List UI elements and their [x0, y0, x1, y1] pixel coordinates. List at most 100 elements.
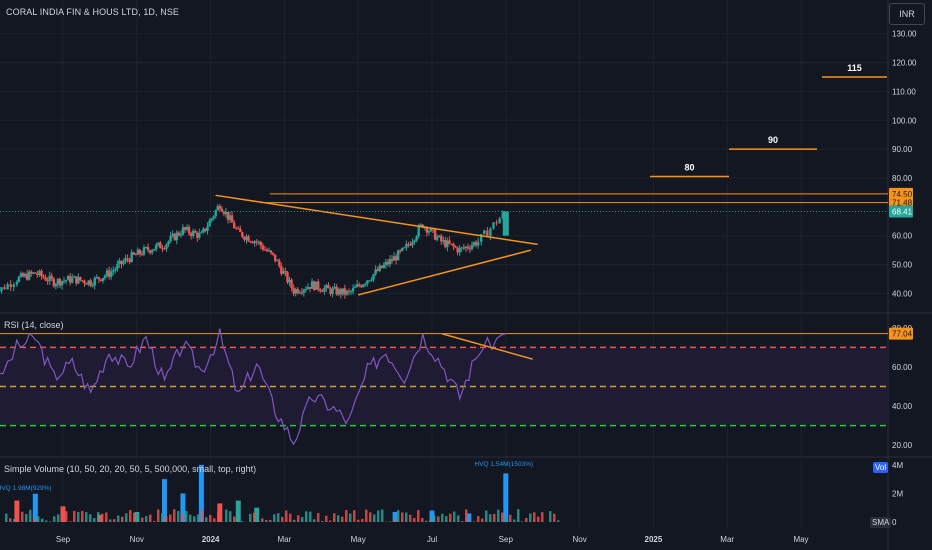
candle-body: [226, 212, 230, 220]
volume-bar-small: [305, 511, 308, 522]
volume-bar-small: [361, 518, 364, 522]
candle-body: [388, 259, 392, 265]
volume-bar-small: [117, 515, 120, 522]
candle-body: [218, 206, 222, 209]
rsi-tick-label: 40.00: [892, 402, 913, 411]
volume-bar-small: [313, 519, 316, 522]
candle-body: [77, 276, 80, 284]
currency-selector[interactable]: INR: [889, 3, 925, 25]
candle-body: [206, 226, 209, 232]
volume-bar: [134, 512, 140, 522]
x-tick-label: 2025: [645, 535, 663, 544]
candle-body: [56, 279, 60, 285]
candle-body: [58, 279, 62, 286]
volume-bar-small: [417, 509, 420, 522]
candle-body: [91, 285, 94, 287]
price-tick-label: 50.00: [892, 261, 913, 270]
volume-bar-small: [529, 513, 532, 522]
volume-bar-small: [325, 515, 328, 522]
volume-bar-small: [193, 516, 196, 522]
candle-body: [210, 218, 213, 221]
volume-bar: [466, 513, 472, 522]
rsi-trendline: [441, 333, 533, 360]
candle-body: [136, 249, 140, 255]
candle-body: [220, 208, 224, 212]
candle-body: [251, 241, 254, 244]
candle-body: [407, 244, 410, 246]
volume-bar-small: [377, 510, 380, 522]
candle-body: [280, 265, 283, 274]
candle-body: [198, 232, 201, 238]
vol-badge[interactable]: Vol: [873, 462, 889, 473]
volume-bar: [180, 493, 186, 522]
candle-body: [396, 250, 400, 261]
candle-body: [60, 281, 64, 286]
candle-body: [138, 249, 142, 255]
candle-body: [374, 269, 377, 275]
x-tick-label: May: [793, 535, 808, 544]
volume-tick-label: 0: [892, 518, 897, 527]
candle-body: [343, 288, 347, 295]
target-label: 115: [847, 63, 862, 73]
candle-body: [259, 241, 263, 246]
candle-body: [118, 260, 121, 265]
candle-body: [470, 245, 474, 250]
candle-body: [66, 276, 70, 281]
lower-trendline: [358, 249, 531, 296]
candle-body: [122, 261, 125, 265]
candle-body: [146, 247, 150, 251]
rsi-line: [0, 328, 506, 446]
volume-bar-small: [437, 516, 440, 522]
candle-body: [271, 252, 275, 255]
candle-body: [384, 261, 388, 265]
volume-bar-small: [161, 513, 164, 522]
volume-bar-small: [61, 512, 64, 522]
candle-body: [237, 228, 240, 230]
candle-body: [427, 231, 431, 233]
candle-body: [54, 284, 58, 287]
candle-body: [349, 291, 353, 293]
level-badge-71: 71.48: [892, 199, 913, 208]
candle-body: [17, 276, 21, 282]
candle-body: [474, 242, 478, 246]
last-candle: [502, 211, 509, 236]
candle-body: [495, 222, 498, 224]
candle-body: [109, 271, 113, 277]
candle-body: [454, 246, 457, 248]
candle-body: [161, 248, 164, 250]
sma-badge[interactable]: SMA: [870, 517, 892, 528]
volume-bar-small: [129, 510, 132, 522]
volume-bar-small: [45, 520, 48, 522]
candle-body: [124, 258, 127, 262]
candle-body: [0, 287, 3, 292]
volume-bar-small: [217, 512, 220, 522]
candle-body: [181, 227, 185, 235]
volume-bar-small: [69, 521, 72, 522]
volume-bar-small: [461, 521, 464, 522]
candle-body: [89, 280, 92, 286]
candle-body: [34, 272, 37, 274]
candle-body: [212, 216, 215, 219]
candle-body: [269, 250, 273, 253]
volume-annotation: HVQ 1.54M(1503%): [475, 461, 534, 468]
candle-body: [116, 264, 119, 270]
candle-body: [93, 277, 96, 286]
volume-bar-small: [77, 511, 80, 522]
candle-body: [42, 276, 45, 278]
candle-body: [450, 243, 453, 245]
candle-body: [317, 281, 320, 290]
volume-bar-small: [49, 521, 52, 522]
volume-bar-small: [349, 513, 352, 522]
volume-bar: [198, 464, 204, 522]
candle-body: [323, 288, 326, 292]
candle-body: [263, 249, 267, 251]
candle-body: [130, 252, 133, 262]
candle-body: [81, 280, 84, 282]
candle-body: [378, 265, 381, 271]
candle-body: [480, 234, 483, 242]
volume-bar-small: [229, 511, 232, 522]
volume-bar-small: [457, 515, 460, 522]
candle-body: [44, 277, 47, 281]
candle-body: [52, 278, 55, 287]
